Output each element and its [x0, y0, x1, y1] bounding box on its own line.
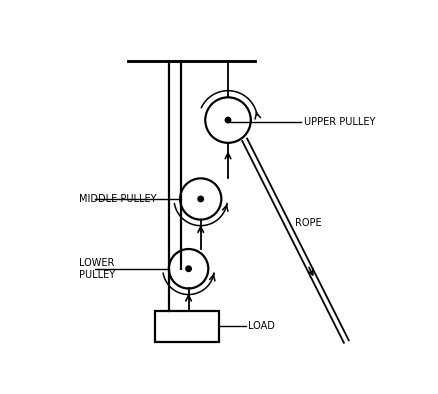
- Text: UPPER PULLEY: UPPER PULLEY: [303, 117, 374, 126]
- Bar: [155, 311, 219, 342]
- Text: LOWER
PULLEY: LOWER PULLEY: [79, 258, 115, 280]
- Circle shape: [225, 117, 230, 123]
- Circle shape: [185, 266, 191, 271]
- Circle shape: [198, 196, 203, 202]
- Text: LOAD: LOAD: [247, 322, 274, 331]
- Text: ROPE: ROPE: [294, 218, 321, 228]
- Text: MIDDLE PULLEY: MIDDLE PULLEY: [79, 194, 156, 204]
